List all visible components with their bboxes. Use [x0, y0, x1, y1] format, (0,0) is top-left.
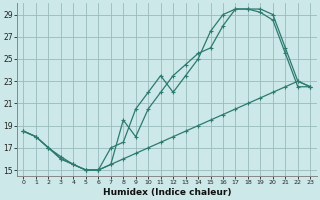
X-axis label: Humidex (Indice chaleur): Humidex (Indice chaleur)	[103, 188, 231, 197]
